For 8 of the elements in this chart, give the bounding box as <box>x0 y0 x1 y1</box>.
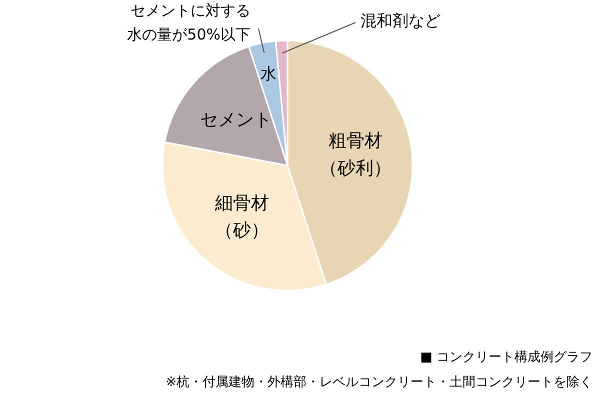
text: セメントに対する水の量が50%以下 <box>127 1 251 44</box>
text: ※杭・付属建物・外構部・レベルコンクリート・土間コンクリートを除く <box>166 375 593 390</box>
slice-label: 細骨材（砂） <box>214 192 270 242</box>
text: ■ コンクリート構成例グラフ <box>420 350 593 365</box>
slice-label: 水 <box>260 64 276 84</box>
slice-label: 粗骨材（砂利） <box>319 130 392 179</box>
slice-label: セメント <box>200 110 272 131</box>
slice-label: 混和剤など <box>360 11 440 30</box>
